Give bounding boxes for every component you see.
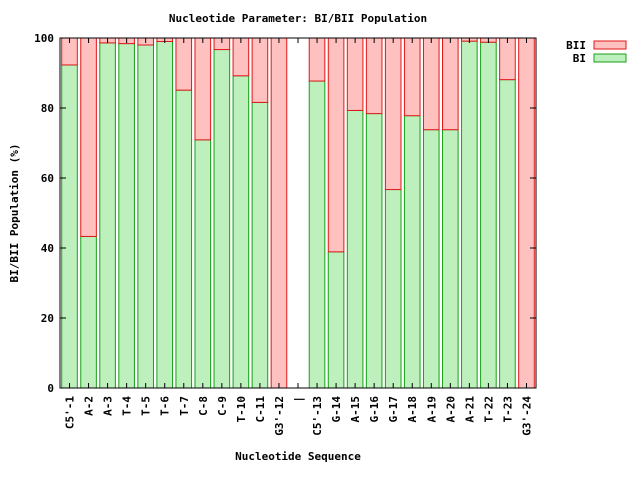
legend-swatch-bi <box>593 53 627 63</box>
y-tick-label-1: 20 <box>41 312 54 325</box>
y-tick-label-0: 0 <box>47 382 54 395</box>
bar-bii-17 <box>384 37 402 191</box>
bar-bi-3 <box>118 43 135 389</box>
bar-bi-13 <box>308 80 326 389</box>
x-tick-label-3: T-4 <box>121 396 134 416</box>
bar-bii-15 <box>346 37 364 111</box>
bar-bii-6 <box>175 37 193 91</box>
x-tick-label-6: T-7 <box>178 396 191 416</box>
bar-bii-16 <box>365 37 383 115</box>
x-tick-label-7: C-8 <box>197 396 210 416</box>
x-tick-label-14: G-14 <box>330 396 343 423</box>
bar-bi-21 <box>461 40 478 389</box>
bar-bi-16 <box>365 113 383 389</box>
x-tick-label-13: C5'-13 <box>311 396 324 436</box>
x-tick-label-2: A-3 <box>102 396 115 416</box>
ticks-layer: 0 20 40 60 80 100 C5'-1 A-2 A-3 T-4 T-5 T-6 T-7 C-8 C-… <box>34 32 536 436</box>
x-tick-label-22: T-22 <box>482 396 495 423</box>
bar-bi-14 <box>327 251 345 389</box>
bar-bii-20 <box>442 37 459 131</box>
bar-bi-22 <box>480 41 497 389</box>
bar-bii-18 <box>403 37 421 117</box>
y-tick-label-2: 40 <box>41 242 54 255</box>
x-tick-label-4: T-5 <box>140 396 153 416</box>
bar-bi-19 <box>422 129 440 389</box>
x-tick-label-20: A-20 <box>444 396 457 423</box>
plot-frame <box>59 37 537 389</box>
bar-bi-7 <box>194 139 212 389</box>
x-tick-label-10: C-11 <box>254 396 267 423</box>
bar-bii-1 <box>80 37 97 237</box>
x-tick-label-8: C-9 <box>216 396 229 416</box>
x-axis-label: Nucleotide Sequence <box>235 450 361 463</box>
x-tick-label-12: | <box>292 396 305 403</box>
bar-bi-2 <box>99 42 116 389</box>
bar-bii-11 <box>270 37 288 389</box>
bar-bi-9 <box>232 75 250 389</box>
bar-bi-6 <box>175 89 193 389</box>
bar-bi-15 <box>346 109 364 389</box>
bar-bi-10 <box>251 101 269 389</box>
bar-bi-18 <box>403 115 421 389</box>
bar-bi-1 <box>80 235 97 389</box>
y-axis-label: BI/BII Population (%) <box>8 143 21 282</box>
bar-bii-7 <box>194 37 212 141</box>
bar-bi-17 <box>384 189 402 389</box>
bar-bii-14 <box>327 37 345 253</box>
bar-bi-4 <box>137 44 154 389</box>
bar-bi-5 <box>156 41 174 389</box>
bar-bii-9 <box>232 37 250 77</box>
y-tick-label-5: 100 <box>34 32 54 45</box>
x-tick-label-1: A-2 <box>83 396 96 416</box>
x-tick-label-19: A-19 <box>425 396 438 423</box>
bar-bi-0 <box>61 64 78 389</box>
bar-bii-24 <box>518 37 535 389</box>
x-tick-label-18: A-18 <box>406 396 419 423</box>
x-tick-label-11: G3'-12 <box>273 396 286 436</box>
y-tick-label-3: 60 <box>41 172 54 185</box>
x-tick-label-5: T-6 <box>159 396 172 416</box>
bar-bii-19 <box>422 37 440 131</box>
bar-bi-23 <box>499 79 516 389</box>
bar-bii-13 <box>308 37 326 82</box>
legend-swatch-bii <box>593 40 627 50</box>
x-tick-label-24: G3'-24 <box>520 396 533 436</box>
bars-layer <box>61 37 535 389</box>
legend-label-bii: BII <box>566 39 586 52</box>
chart-title: Nucleotide Parameter: BI/BII Population <box>169 12 427 25</box>
legend-label-bi: BI <box>573 52 586 65</box>
bar-bi-8 <box>213 49 231 389</box>
bar-bii-10 <box>251 37 269 103</box>
x-tick-label-17: G-17 <box>387 396 400 423</box>
x-tick-label-21: A-21 <box>463 396 476 423</box>
x-tick-label-0: C5'-1 <box>64 396 77 429</box>
x-tick-label-9: T-10 <box>235 396 248 423</box>
bar-bi-20 <box>442 129 459 389</box>
x-tick-label-16: G-16 <box>368 396 381 423</box>
bar-bii-23 <box>499 37 516 81</box>
x-tick-label-15: A-15 <box>349 396 362 423</box>
x-tick-label-23: T-23 <box>501 396 514 423</box>
y-tick-label-4: 80 <box>41 102 54 115</box>
